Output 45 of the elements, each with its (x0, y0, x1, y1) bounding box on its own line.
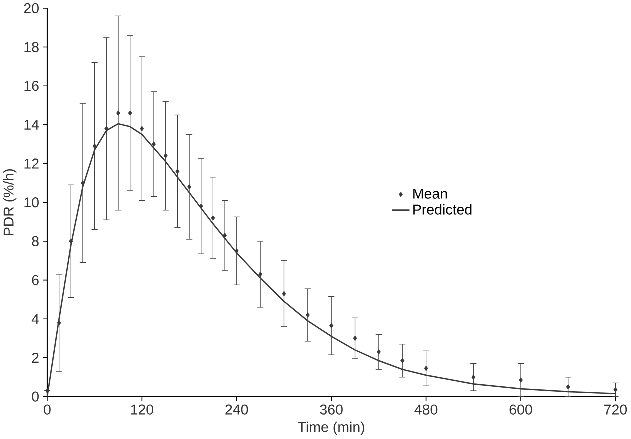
y-tick-label: 18 (24, 42, 39, 53)
y-tick-label: 10 (24, 198, 39, 208)
point (69, 239, 74, 244)
y-tick-label: 20 (24, 4, 39, 14)
x-tick-label: 360 (320, 404, 343, 416)
x-axis-title: Time (min) (298, 422, 364, 436)
y-tick-label: 12 (24, 159, 39, 170)
point (353, 336, 358, 342)
x-tick-label: 480 (414, 404, 438, 416)
x-tick-label: 120 (131, 404, 154, 416)
legend-label: Predicted (414, 204, 472, 216)
point (80, 180, 86, 186)
point (306, 312, 310, 318)
point (176, 169, 180, 174)
point (376, 350, 381, 356)
point (211, 216, 216, 222)
y-tick-label: 2 (32, 353, 39, 364)
point (164, 154, 168, 159)
point (518, 378, 524, 384)
point (400, 358, 405, 364)
point (258, 272, 263, 278)
point (472, 374, 476, 380)
point (116, 110, 121, 116)
y-tick-label: 8 (32, 236, 39, 247)
point (330, 324, 334, 329)
y-tick-label: 14 (24, 120, 40, 130)
point (566, 384, 570, 390)
y-tick-label: 16 (24, 81, 39, 92)
y-tick-label: 0 (32, 392, 39, 402)
y-tick-label: 4 (32, 314, 40, 324)
point (424, 366, 428, 372)
point (614, 388, 618, 393)
point (152, 142, 156, 148)
point (57, 320, 62, 326)
point (140, 126, 144, 132)
y-axis-title: PDR (%/h) (3, 170, 17, 236)
point (282, 291, 286, 297)
y-tick-label: 6 (32, 275, 39, 286)
point (128, 110, 132, 116)
x-tick-label: 600 (510, 404, 532, 416)
point (187, 184, 192, 190)
x-tick-label: 720 (604, 404, 628, 416)
x-tick-label: 240 (226, 404, 248, 416)
legend-label: Mean (414, 189, 448, 200)
x-tick-label: 0 (44, 404, 51, 416)
